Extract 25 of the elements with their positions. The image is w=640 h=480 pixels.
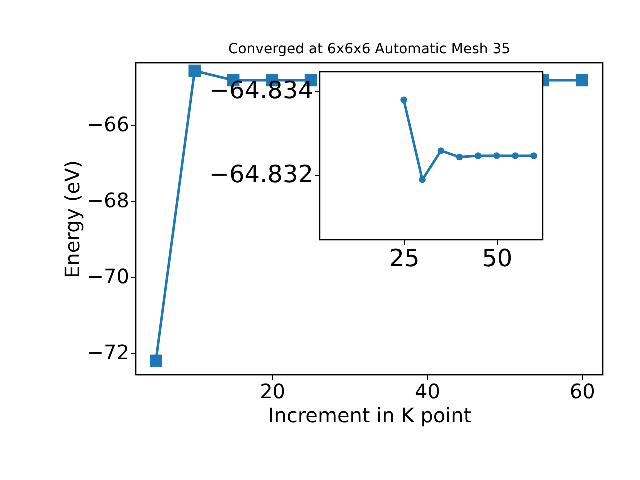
point <box>188 64 201 78</box>
y-tick-label: −70 <box>87 264 130 288</box>
point <box>512 152 519 160</box>
y-tick-label: −72 <box>87 340 130 364</box>
point <box>456 154 464 161</box>
x-tick-label: 50 <box>482 244 513 272</box>
y-tick-label: −64.832 <box>209 160 314 188</box>
x-tick-label: 60 <box>570 380 596 404</box>
point <box>400 96 408 104</box>
x-tick-label: 40 <box>414 380 440 404</box>
x-tick-label: 25 <box>389 244 420 272</box>
point <box>150 354 162 368</box>
y-tick-label: −64.834 <box>209 76 314 104</box>
y-tick-label: −68 <box>87 188 130 212</box>
point <box>530 152 538 160</box>
chart-title: Converged at 6x6x6 Automatic Mesh 35 <box>228 41 511 58</box>
point <box>438 148 445 154</box>
point <box>576 74 588 87</box>
x-axis-title: Increment in K point <box>268 404 472 428</box>
point <box>494 152 500 160</box>
point <box>474 152 482 160</box>
y-tick-label: −66 <box>87 112 130 136</box>
point <box>419 176 426 184</box>
x-tick-label: 20 <box>260 380 286 404</box>
y-axis-title: Energy (eV) <box>60 160 84 278</box>
